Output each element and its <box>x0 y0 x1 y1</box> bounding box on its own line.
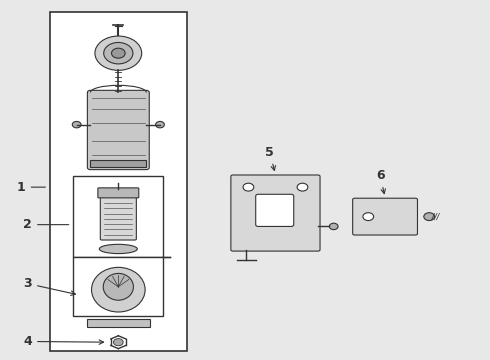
Circle shape <box>156 121 164 128</box>
Circle shape <box>73 121 81 128</box>
FancyBboxPatch shape <box>256 194 294 226</box>
FancyBboxPatch shape <box>353 198 417 235</box>
Circle shape <box>114 339 123 346</box>
FancyBboxPatch shape <box>231 175 320 251</box>
Circle shape <box>104 42 133 64</box>
Text: 3: 3 <box>24 277 75 295</box>
Circle shape <box>424 213 435 221</box>
Circle shape <box>112 48 125 58</box>
Circle shape <box>363 213 374 221</box>
Ellipse shape <box>92 267 145 312</box>
FancyBboxPatch shape <box>74 257 163 316</box>
Text: 5: 5 <box>265 146 275 170</box>
Text: 2: 2 <box>24 218 69 231</box>
FancyBboxPatch shape <box>50 12 187 351</box>
FancyBboxPatch shape <box>87 319 150 327</box>
Ellipse shape <box>103 273 133 300</box>
FancyBboxPatch shape <box>100 190 136 240</box>
Text: 1: 1 <box>17 181 46 194</box>
Text: 6: 6 <box>376 169 386 194</box>
FancyBboxPatch shape <box>98 188 139 198</box>
FancyBboxPatch shape <box>90 159 147 167</box>
FancyBboxPatch shape <box>74 176 163 257</box>
FancyBboxPatch shape <box>87 90 149 170</box>
Text: 4: 4 <box>24 335 103 348</box>
Circle shape <box>95 36 142 70</box>
Circle shape <box>329 223 338 230</box>
Ellipse shape <box>99 244 137 253</box>
Circle shape <box>243 183 254 191</box>
Circle shape <box>297 183 308 191</box>
